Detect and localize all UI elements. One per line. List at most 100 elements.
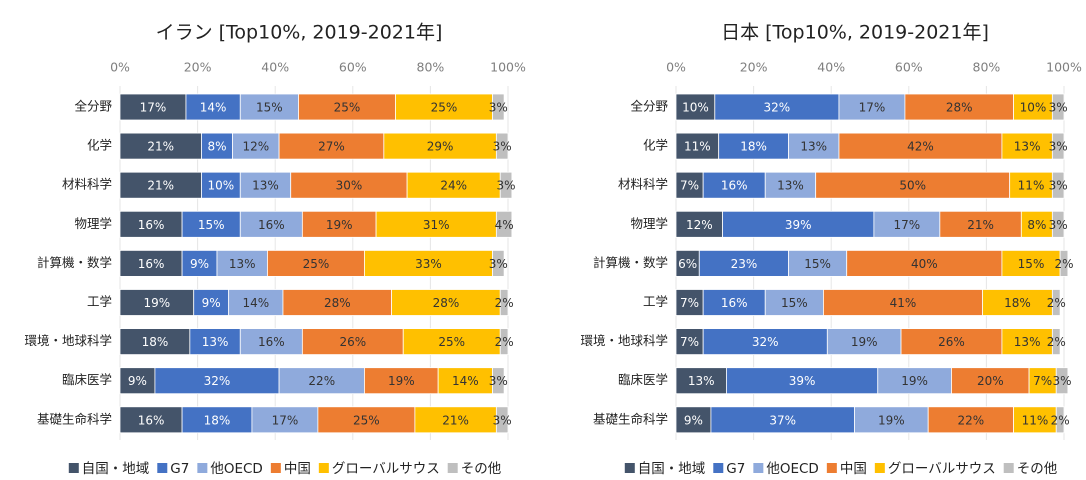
bar-segment xyxy=(406,171,501,199)
legend-label: 自国・地域 xyxy=(82,461,150,477)
legend-swatch xyxy=(826,463,837,473)
category-label: 環境・地球科学 xyxy=(24,333,112,348)
data-label: 37% xyxy=(769,413,796,427)
category-label: 環境・地球科学 xyxy=(580,333,668,348)
legend-swatch xyxy=(624,463,635,473)
data-label: 3% xyxy=(1049,140,1068,154)
data-label: 13% xyxy=(777,179,804,193)
data-label: 25% xyxy=(334,101,361,115)
data-label: 24% xyxy=(440,179,467,193)
bar-segment xyxy=(714,93,840,121)
legend-label: 自国・地域 xyxy=(638,461,706,477)
bar-segment xyxy=(951,367,1030,395)
data-label: 7% xyxy=(680,296,699,310)
data-label: 7% xyxy=(680,335,699,349)
data-label: 19% xyxy=(388,374,415,388)
bar-segment xyxy=(788,132,840,160)
legend-swatch xyxy=(874,463,885,473)
bar-segment xyxy=(301,210,377,238)
data-label: 9% xyxy=(190,257,209,271)
data-label: 3% xyxy=(1049,101,1068,115)
data-label: 22% xyxy=(308,374,335,388)
data-label: 9% xyxy=(128,374,147,388)
data-label: 18% xyxy=(1004,296,1031,310)
data-label: 20% xyxy=(977,374,1004,388)
category-label: 計算機・数学 xyxy=(593,255,668,270)
bar-segment xyxy=(877,367,952,395)
data-label: 21% xyxy=(147,140,174,154)
bar-segment xyxy=(982,289,1053,316)
bar-segment xyxy=(119,93,187,121)
data-label: 16% xyxy=(138,257,165,271)
data-label: 19% xyxy=(144,296,171,310)
bar-segment xyxy=(1001,328,1053,356)
data-label: 28% xyxy=(433,296,460,310)
data-label: 15% xyxy=(1018,257,1045,271)
data-label: 13% xyxy=(1014,140,1041,154)
bar-segment xyxy=(1009,171,1053,199)
data-label: 23% xyxy=(731,257,758,271)
data-label: 27% xyxy=(318,140,345,154)
data-label: 3% xyxy=(493,140,512,154)
bar-segment xyxy=(823,289,983,316)
data-label: 13% xyxy=(1014,335,1041,349)
data-label: 10% xyxy=(208,179,235,193)
bar-segment xyxy=(181,210,241,238)
x-tick-label: 100% xyxy=(490,60,526,75)
data-label: 2% xyxy=(1047,335,1066,349)
bar-segment xyxy=(698,249,789,277)
bar-segment xyxy=(119,210,183,238)
data-label: 10% xyxy=(682,101,709,115)
bar-segment xyxy=(1055,367,1069,395)
data-label: 15% xyxy=(256,101,283,115)
data-label: 12% xyxy=(242,140,269,154)
data-label: 4% xyxy=(495,218,514,232)
bar-segment xyxy=(1028,367,1057,395)
bar-segment xyxy=(290,171,408,199)
data-label: 3% xyxy=(493,413,512,427)
data-label: 17% xyxy=(859,101,886,115)
data-label: 28% xyxy=(324,296,351,310)
bar-segment xyxy=(492,93,505,121)
data-label: 18% xyxy=(740,140,767,154)
category-label: 基礎生命科学 xyxy=(37,411,112,426)
bar-segment xyxy=(815,171,1011,199)
category-label: 全分野 xyxy=(74,99,112,114)
legend-label: グローバルサウス xyxy=(332,461,440,477)
data-label: 16% xyxy=(138,413,165,427)
bar-segment xyxy=(1051,289,1061,316)
data-label: 3% xyxy=(1049,179,1068,193)
category-label: 全分野 xyxy=(630,99,668,114)
bar-segment xyxy=(119,249,183,277)
category-label: 物理学 xyxy=(630,216,668,231)
bar-segment xyxy=(499,328,509,356)
legend-swatch xyxy=(1003,463,1014,473)
data-label: 13% xyxy=(252,179,279,193)
legend-swatch xyxy=(447,463,458,473)
data-label: 13% xyxy=(688,374,715,388)
data-label: 3% xyxy=(489,374,508,388)
bar-segment xyxy=(1013,406,1057,434)
bar-segment xyxy=(154,367,280,395)
bar-segment xyxy=(838,132,1003,160)
bar-segment xyxy=(119,289,195,316)
bar-segment xyxy=(1001,249,1061,277)
data-label: 2% xyxy=(1054,257,1073,271)
legend-swatch xyxy=(157,463,168,473)
data-label: 18% xyxy=(204,413,231,427)
bar-segment xyxy=(395,93,493,121)
data-label: 19% xyxy=(851,335,878,349)
bar-segment xyxy=(492,367,505,395)
bar-segment xyxy=(1013,93,1053,121)
x-tick-label: 0% xyxy=(666,60,686,75)
bar-segment xyxy=(904,93,1014,121)
bar-segment xyxy=(675,93,716,121)
bar-segment xyxy=(1051,210,1065,238)
data-label: 33% xyxy=(415,257,442,271)
data-label: 30% xyxy=(336,179,363,193)
legend-label: 他OECD xyxy=(210,461,262,477)
bar-segment xyxy=(239,328,303,356)
bar-segment xyxy=(499,289,509,316)
data-label: 19% xyxy=(878,413,905,427)
bar-segment xyxy=(267,249,365,277)
